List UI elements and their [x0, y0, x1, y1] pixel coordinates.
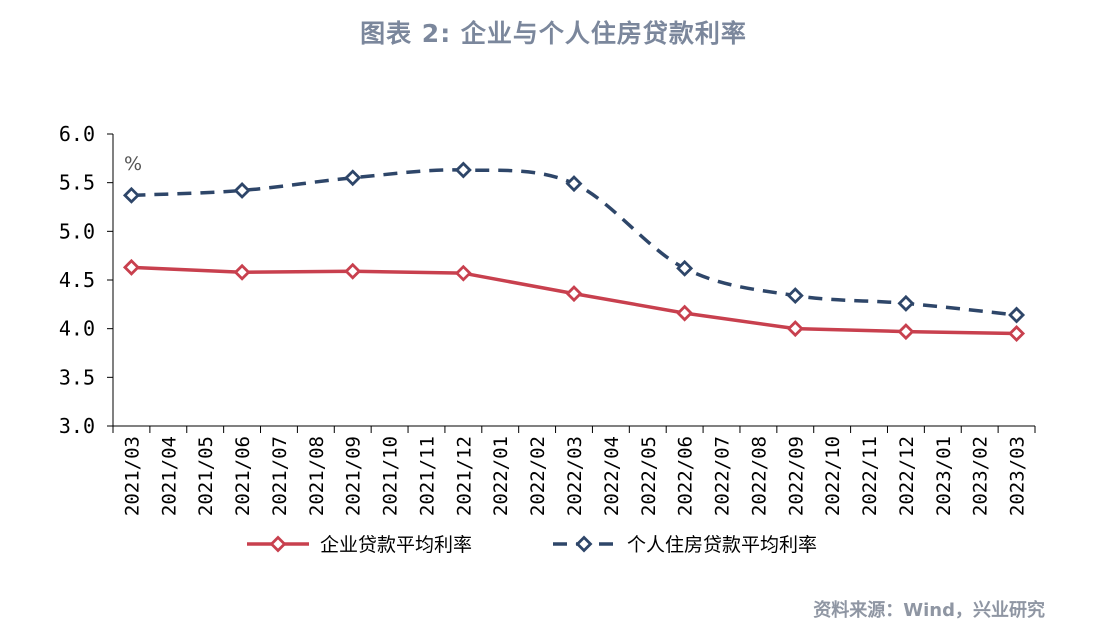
- data-point-marker: [676, 259, 694, 277]
- x-tick-label: 2021/10: [380, 436, 402, 516]
- series-layer: [122, 161, 1026, 343]
- x-tick-label: 2022/09: [785, 436, 807, 516]
- data-point-marker: [1008, 306, 1026, 324]
- x-tick-label: 2022/02: [527, 436, 549, 516]
- legend: 企业贷款平均利率 个人住房贷款平均利率: [247, 534, 817, 556]
- data-point-marker: [233, 181, 251, 199]
- series-1: [122, 258, 1026, 343]
- x-tick-label: 2022/11: [859, 436, 881, 516]
- data-point-marker: [897, 323, 915, 341]
- x-tick-label: 2022/10: [822, 436, 844, 516]
- x-tick-label: 2022/03: [564, 436, 586, 516]
- x-tick-labels: 2021/03 2021/04 2021/05 2021/06 2021/07 2021/…: [121, 436, 1028, 516]
- data-point-marker: [122, 186, 140, 204]
- x-tick-label: 2022/12: [896, 436, 918, 516]
- x-tick-label: 2023/02: [970, 436, 992, 516]
- data-point-marker: [1008, 325, 1026, 343]
- x-tick-label: 2022/01: [490, 436, 512, 516]
- y-tick-label: 5.5: [59, 171, 95, 195]
- x-tick-label: 2021/11: [416, 436, 438, 516]
- data-point-marker: [786, 287, 804, 305]
- y-tick-label: 5.0: [59, 219, 95, 243]
- series-2: [122, 161, 1026, 324]
- legend-item-2: 个人住房贷款平均利率: [553, 534, 817, 556]
- data-point-marker: [565, 285, 583, 303]
- x-tick-label: 2021/08: [306, 436, 328, 516]
- chart-title: 图表 2: 企业与个人住房贷款利率: [360, 19, 747, 48]
- data-point-marker: [344, 169, 362, 187]
- y-tick-labels: 3.0 3.5 4.0 4.5 5.0 5.5 6.0: [59, 122, 95, 438]
- y-tick-label: 3.0: [59, 414, 95, 438]
- x-tick-label: 2022/04: [601, 436, 623, 516]
- legend-marker: [575, 535, 593, 553]
- legend-label: 企业贷款平均利率: [320, 534, 472, 556]
- x-tick-label: 2022/06: [675, 436, 697, 516]
- legend-item-1: 企业贷款平均利率: [247, 534, 472, 556]
- data-point-marker: [565, 175, 583, 193]
- x-tick-label: 2021/09: [343, 436, 365, 516]
- data-point-marker: [676, 304, 694, 322]
- x-tick-label: 2023/03: [1007, 436, 1029, 516]
- data-point-marker: [122, 258, 140, 276]
- data-point-marker: [897, 294, 915, 312]
- x-tick-label: 2021/04: [158, 436, 180, 516]
- x-tick-label: 2022/05: [638, 436, 660, 516]
- x-tick-label: 2022/07: [712, 436, 734, 516]
- unit-label: %: [124, 153, 142, 175]
- y-tick-label: 4.5: [59, 268, 95, 292]
- x-tick-label: 2022/08: [748, 436, 770, 516]
- y-tick-label: 6.0: [59, 122, 95, 146]
- source-note: 资料来源：Wind，兴业研究: [813, 600, 1045, 621]
- x-tick-label: 2023/01: [933, 436, 955, 516]
- legend-marker: [269, 535, 287, 553]
- data-point-marker: [344, 262, 362, 280]
- x-tick-label: 2021/03: [121, 436, 143, 516]
- x-tick-label: 2021/12: [453, 436, 475, 516]
- data-point-marker: [454, 161, 472, 179]
- x-tick-label: 2021/06: [232, 436, 254, 516]
- data-point-marker: [233, 263, 251, 281]
- legend-label: 个人住房贷款平均利率: [627, 534, 817, 556]
- x-tick-label: 2021/07: [269, 436, 291, 516]
- axes: [107, 133, 1036, 433]
- data-point-marker: [786, 320, 804, 338]
- data-point-marker: [454, 264, 472, 282]
- y-tick-label: 4.0: [59, 317, 95, 341]
- x-tick-label: 2021/05: [195, 436, 217, 516]
- y-tick-label: 3.5: [59, 365, 95, 389]
